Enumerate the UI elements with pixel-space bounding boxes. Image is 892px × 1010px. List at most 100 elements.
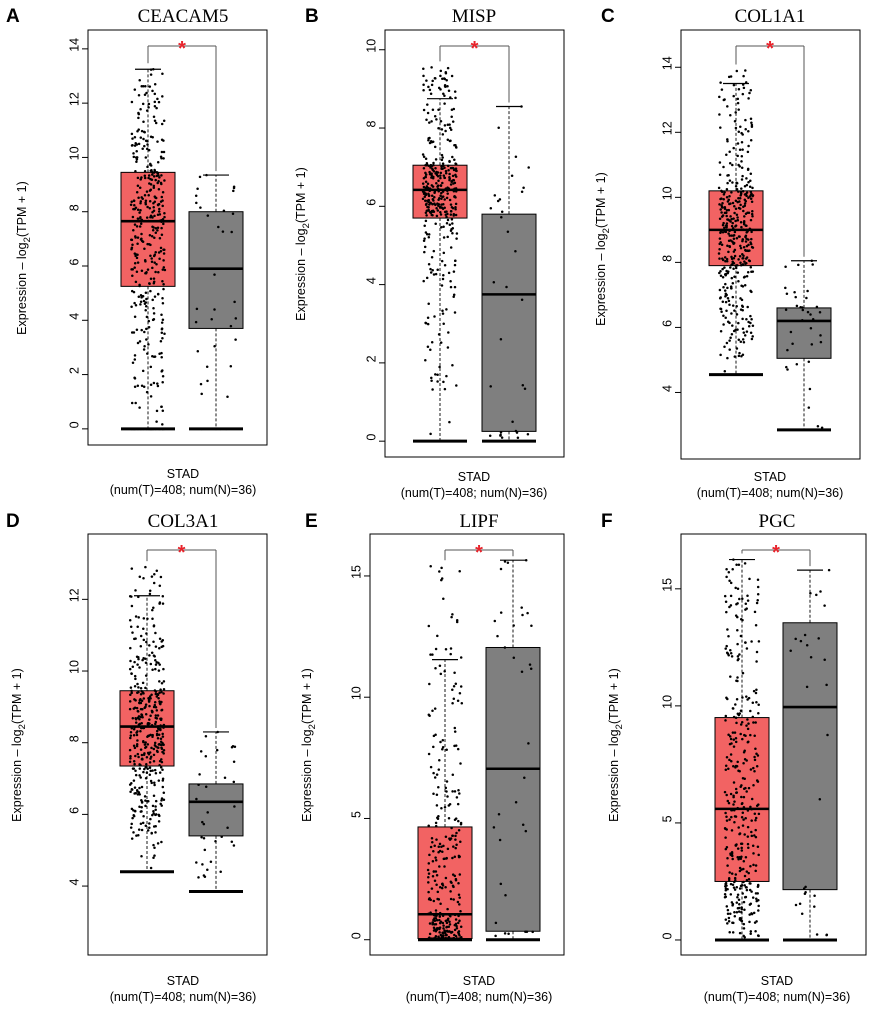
tumor-point (140, 699, 144, 703)
tumor-point (444, 71, 448, 74)
tumor-point (741, 317, 744, 321)
tumor-point (140, 713, 143, 716)
tumor-point (143, 344, 146, 348)
tumor-point (725, 153, 728, 156)
tumor-point (722, 197, 725, 201)
tumor-point (148, 654, 151, 657)
tumor-point (742, 246, 746, 249)
tumor-point (146, 143, 149, 146)
tumor-point (436, 634, 439, 638)
normal-point (492, 280, 496, 284)
normal-point (820, 426, 824, 429)
tumor-point (131, 665, 135, 669)
normal-point (200, 835, 203, 839)
tumor-point (440, 167, 443, 171)
tumor-point (745, 244, 749, 248)
tumor-point (734, 266, 738, 270)
tumor-point (143, 176, 147, 180)
normal-point (528, 663, 532, 666)
tumor-point (427, 624, 431, 628)
y-tick-label: 14 (661, 56, 675, 70)
tumor-point (152, 812, 155, 815)
x-label-cancer: STAD (754, 470, 786, 484)
tumor-point (726, 296, 730, 300)
tumor-point (144, 799, 147, 802)
tumor-point (129, 790, 132, 793)
normal-point (198, 175, 202, 179)
tumor-point (751, 246, 755, 249)
tumor-point (743, 334, 747, 337)
tumor-point (436, 380, 439, 383)
tumor-point (737, 108, 740, 111)
tumor-point (446, 164, 450, 168)
tumor-point (459, 656, 463, 659)
tumor-point (158, 207, 161, 211)
tumor-point (430, 376, 433, 380)
tumor-point (155, 709, 159, 712)
tumor-point (756, 754, 760, 757)
normal-point (825, 938, 828, 942)
normal-point (795, 304, 799, 308)
tumor-point (444, 129, 447, 133)
tumor-point (726, 857, 729, 860)
tumor-point (132, 155, 136, 159)
tumor-point (456, 747, 460, 751)
tumor-point (150, 746, 153, 750)
tumor-point (424, 439, 428, 443)
tumor-point (161, 268, 165, 271)
tumor-point (131, 143, 134, 147)
tumor-point (731, 883, 735, 887)
y-tick-label: 10 (68, 146, 82, 160)
tumor-point (444, 647, 448, 651)
tumor-point (725, 260, 729, 263)
tumor-point (718, 173, 722, 176)
normal-point (809, 591, 812, 595)
tumor-point (162, 222, 165, 226)
normal-point (512, 624, 515, 627)
tumor-point (134, 142, 137, 145)
tumor-point (138, 575, 142, 579)
tumor-point (159, 724, 162, 727)
tumor-point (442, 927, 445, 930)
tumor-point (152, 381, 156, 385)
tumor-point (731, 931, 735, 934)
tumor-point (157, 820, 161, 823)
normal-point (791, 342, 794, 346)
normal-point (232, 844, 236, 847)
tumor-point (744, 192, 748, 196)
tumor-point (430, 66, 433, 69)
normal-point (232, 189, 235, 193)
tumor-point (450, 115, 453, 119)
tumor-point (132, 733, 136, 737)
x-label-counts: (num(T)=408; num(N)=36) (704, 990, 851, 1004)
tumor-point (142, 348, 146, 351)
normal-point (807, 406, 811, 409)
tumor-point (456, 900, 460, 904)
tumor-point (454, 877, 458, 881)
tumor-point (454, 834, 457, 838)
tumor-point (438, 915, 442, 918)
tumor-point (130, 807, 134, 811)
tumor-point (153, 572, 156, 576)
tumor-point (436, 209, 440, 212)
panel-letter: E (305, 511, 318, 532)
tumor-point (725, 819, 729, 822)
tumor-point (746, 718, 749, 721)
normal-point (806, 289, 809, 293)
tumor-point (734, 199, 738, 203)
tumor-point (149, 365, 153, 369)
tumor-point (141, 715, 144, 719)
normal-point (234, 338, 237, 341)
tumor-point (155, 569, 159, 573)
tumor-point (438, 865, 441, 868)
tumor-point (454, 96, 457, 100)
tumor-point (725, 610, 728, 614)
tumor-point (732, 146, 735, 150)
tumor-point (137, 595, 140, 599)
tumor-point (434, 821, 438, 825)
tumor-point (133, 706, 137, 710)
tumor-point (439, 184, 443, 187)
tumor-point (440, 577, 444, 580)
tumor-point (727, 239, 731, 242)
normal-point (195, 797, 198, 801)
